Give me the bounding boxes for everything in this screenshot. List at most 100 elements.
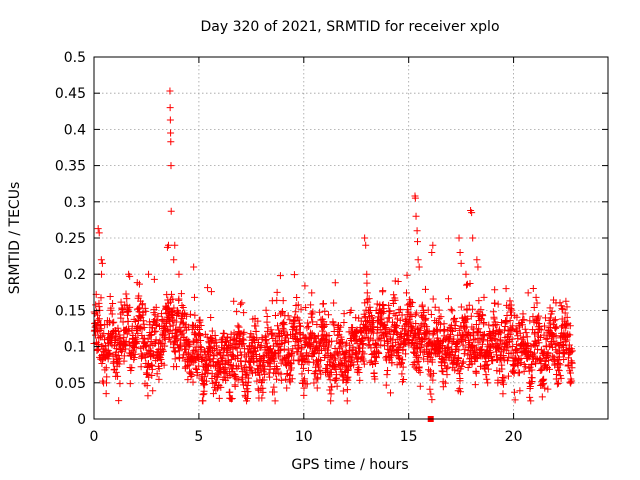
data-point — [532, 354, 540, 362]
data-point-peak — [166, 104, 174, 112]
data-point — [240, 336, 248, 344]
data-point — [508, 306, 516, 314]
data-point — [298, 343, 306, 351]
data-point — [313, 384, 321, 392]
data-point — [534, 345, 542, 353]
data-point — [366, 303, 374, 311]
data-point — [379, 309, 387, 317]
data-point — [238, 340, 246, 348]
data-point — [247, 330, 255, 338]
data-point — [456, 385, 464, 393]
data-point — [300, 391, 308, 399]
data-point — [229, 365, 237, 373]
data-point — [532, 293, 540, 301]
data-point — [277, 376, 285, 384]
data-point — [388, 352, 396, 360]
chart-title: Day 320 of 2021, SRMTID for receiver xpl… — [200, 19, 499, 35]
data-point — [455, 355, 463, 363]
data-point — [494, 300, 502, 308]
data-point — [235, 323, 243, 331]
data-point — [130, 354, 138, 362]
data-point — [552, 324, 560, 332]
data-point — [177, 290, 185, 298]
data-point — [321, 307, 329, 315]
data-point — [229, 345, 237, 353]
y-axis-label: SRMTID / TECUs — [7, 182, 23, 295]
data-point — [400, 376, 408, 384]
data-point — [298, 361, 306, 369]
data-point — [391, 296, 399, 304]
data-point — [242, 353, 250, 361]
data-point — [273, 365, 281, 373]
data-point — [158, 310, 166, 318]
data-point — [497, 337, 505, 345]
y-tick-label: 0.2 — [64, 267, 86, 283]
data-point — [535, 312, 543, 320]
data-point — [257, 341, 265, 349]
data-point — [548, 307, 556, 315]
data-point — [114, 372, 122, 380]
data-point — [527, 397, 535, 405]
data-point — [277, 370, 285, 378]
data-point — [217, 383, 225, 391]
data-point — [238, 375, 246, 383]
data-point — [391, 277, 399, 285]
data-point — [379, 287, 387, 295]
data-point — [480, 319, 488, 327]
data-point — [170, 304, 178, 312]
data-point — [95, 303, 103, 311]
data-point — [255, 371, 263, 379]
data-point — [324, 311, 332, 319]
data-point — [485, 321, 493, 329]
data-point — [399, 345, 407, 353]
data-point — [186, 310, 194, 318]
data-point — [144, 370, 152, 378]
data-point — [311, 333, 319, 341]
data-point — [529, 284, 537, 292]
data-point — [511, 388, 519, 396]
data-point — [464, 315, 472, 323]
data-point-peak — [428, 248, 436, 256]
data-point-peak — [170, 256, 178, 264]
data-point — [189, 347, 197, 355]
data-point-peak — [412, 212, 420, 220]
data-point — [499, 390, 507, 398]
data-point — [456, 377, 464, 385]
data-point — [304, 352, 312, 360]
data-point — [398, 370, 406, 378]
data-point — [167, 290, 175, 298]
data-point — [521, 325, 529, 333]
data-point — [413, 309, 421, 317]
data-point — [340, 318, 348, 326]
data-point — [451, 325, 459, 333]
data-point — [363, 289, 371, 297]
data-point — [134, 329, 142, 337]
data-point — [242, 370, 250, 378]
data-point — [188, 357, 196, 365]
data-point — [310, 349, 318, 357]
data-point — [352, 314, 360, 322]
data-point — [549, 333, 557, 341]
data-point — [398, 359, 406, 367]
data-point — [193, 368, 201, 376]
data-point — [424, 306, 432, 314]
x-tick-label: 20 — [505, 429, 523, 445]
data-point — [373, 354, 381, 362]
data-point — [544, 350, 552, 358]
data-point — [396, 334, 404, 342]
data-point — [97, 294, 105, 302]
data-point — [526, 383, 534, 391]
data-point — [436, 326, 444, 334]
data-point-peak — [166, 87, 174, 95]
data-point — [133, 337, 141, 345]
data-point — [396, 354, 404, 362]
data-point — [237, 357, 245, 365]
data-point — [411, 311, 419, 319]
data-point — [426, 385, 434, 393]
data-point — [159, 346, 167, 354]
data-point — [152, 303, 160, 311]
data-point — [438, 367, 446, 375]
data-point — [138, 352, 146, 360]
data-point — [342, 348, 350, 356]
